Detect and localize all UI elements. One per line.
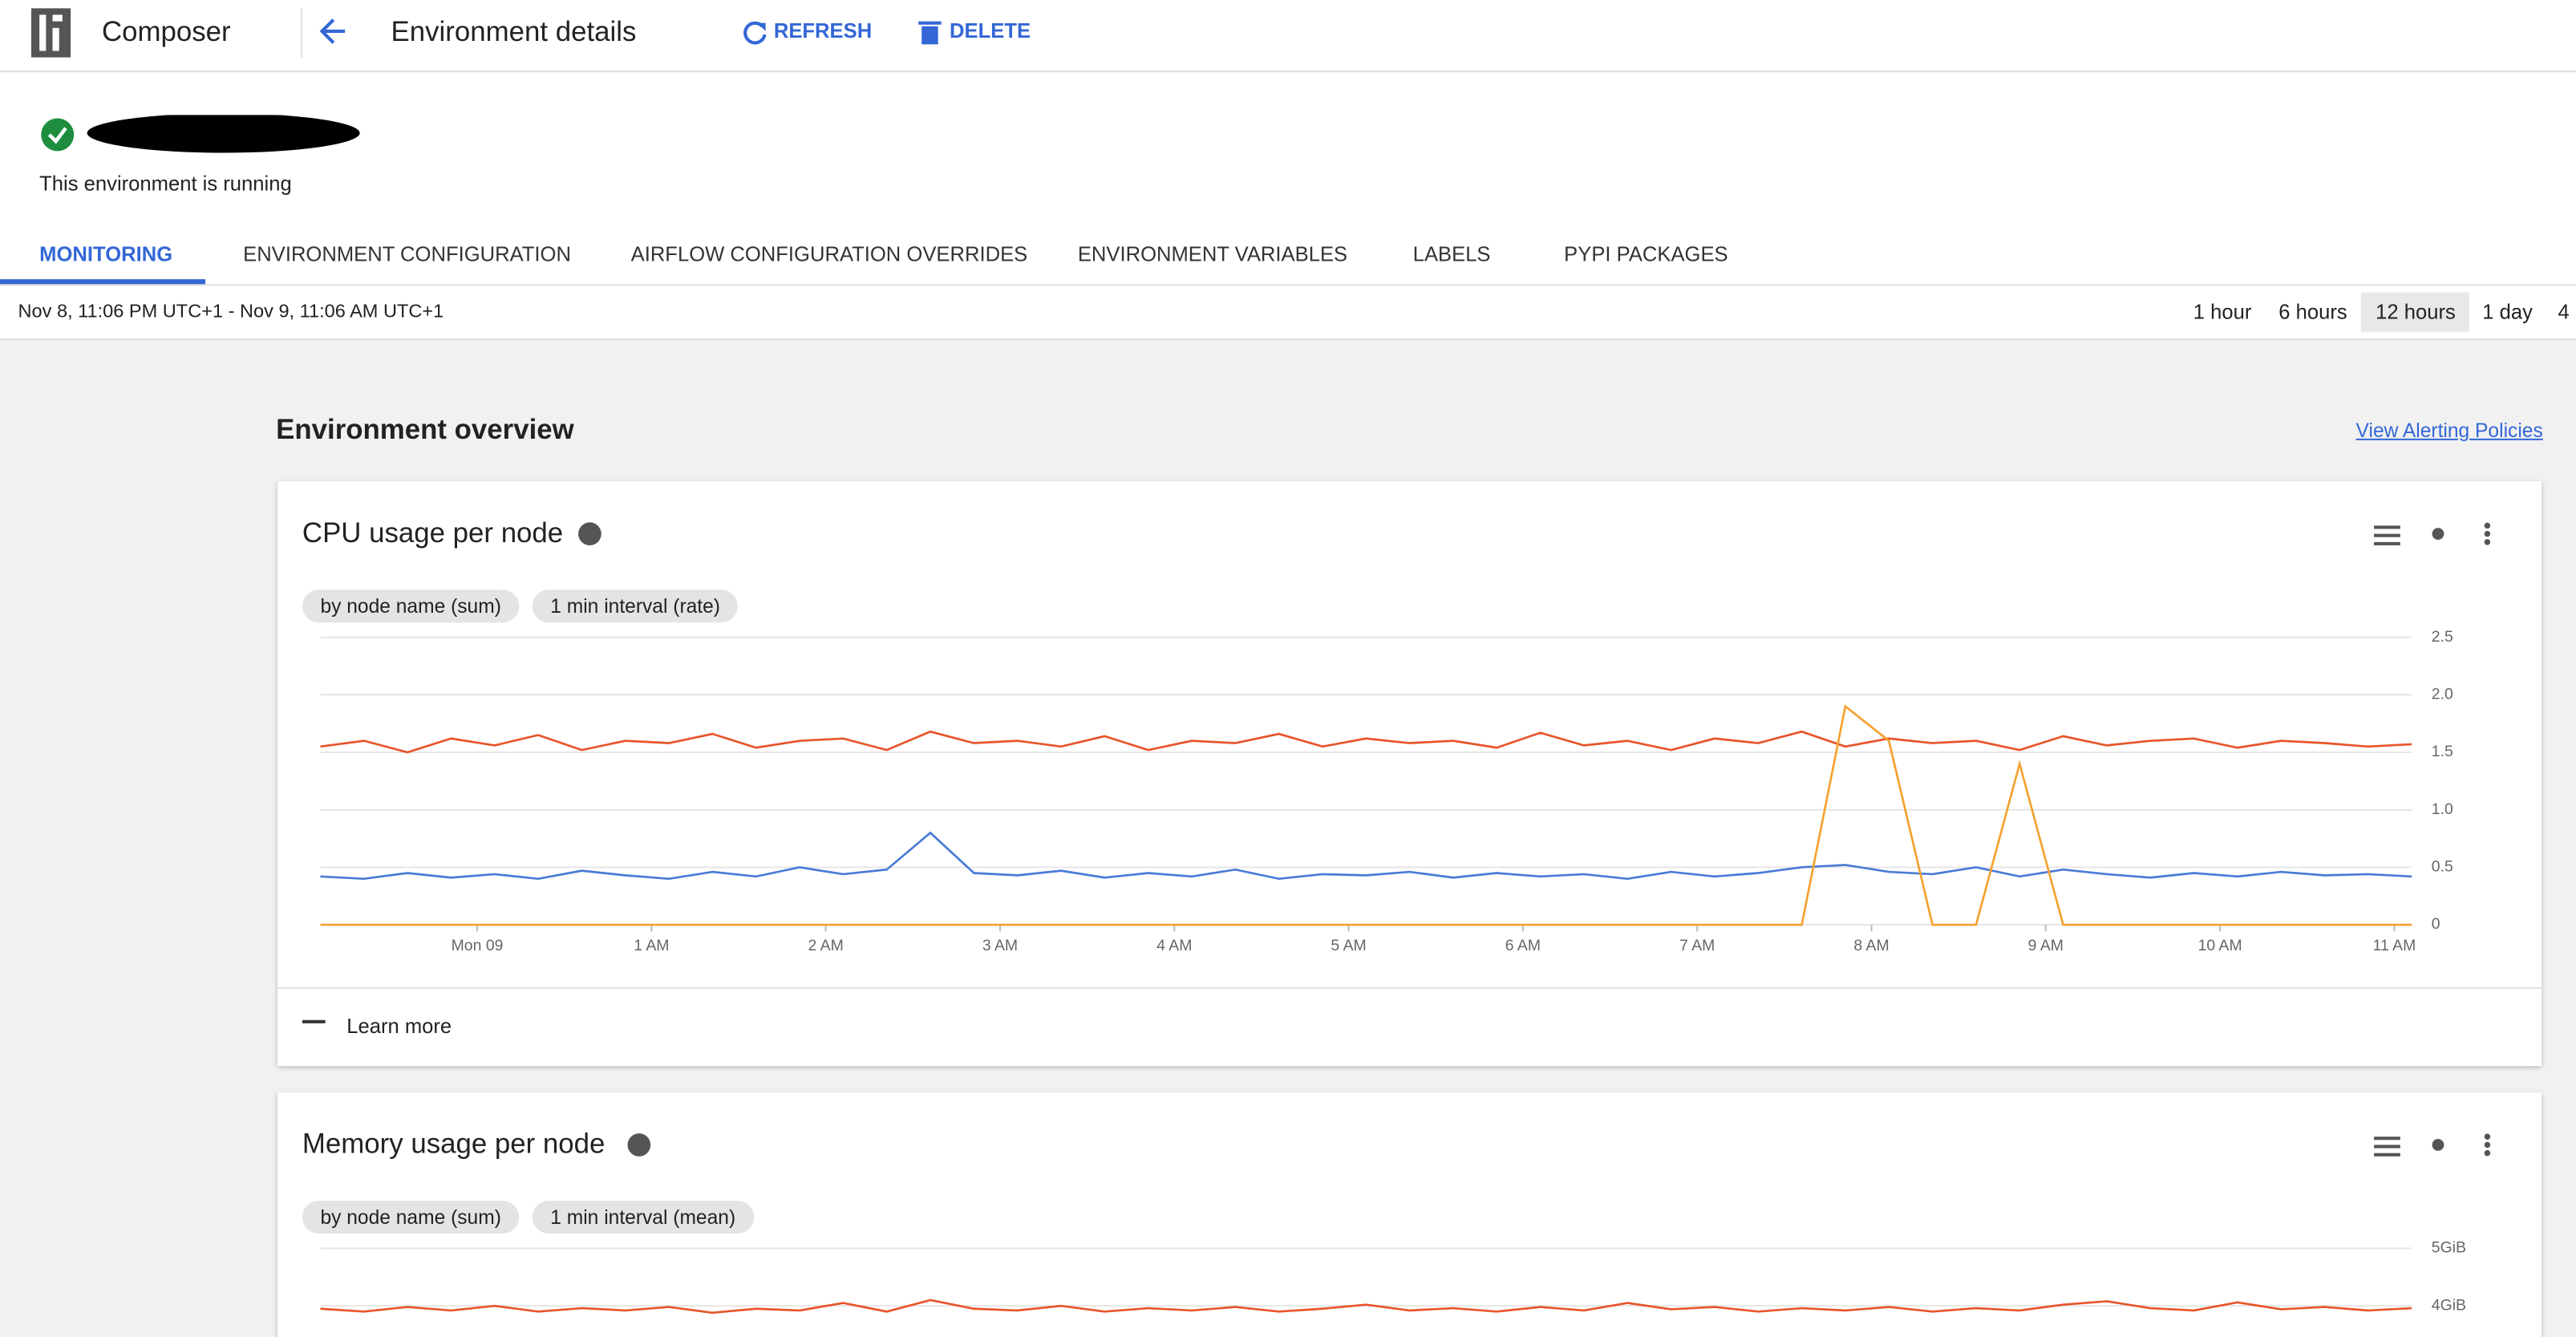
y-tick-label: 2.0 bbox=[2432, 685, 2453, 703]
divider bbox=[0, 338, 2576, 340]
y-tick-label: 0 bbox=[2432, 915, 2440, 933]
divider bbox=[300, 8, 302, 58]
status-icon bbox=[41, 115, 360, 153]
divider bbox=[277, 987, 2542, 989]
back-button[interactable] bbox=[317, 14, 350, 47]
divider bbox=[0, 71, 2576, 73]
chip[interactable]: 1 min interval (mean) bbox=[532, 1201, 754, 1234]
tab-indicator bbox=[0, 279, 206, 285]
help-icon bbox=[578, 522, 601, 545]
tab[interactable]: MONITORING bbox=[39, 243, 173, 266]
time-option[interactable]: 12 hours bbox=[2376, 300, 2456, 324]
y-tick-label: 4GiB bbox=[2432, 1296, 2466, 1314]
y-tick-label: 5GiB bbox=[2432, 1239, 2466, 1257]
time-option[interactable]: 6 hours bbox=[2278, 300, 2347, 324]
help-icon bbox=[627, 1133, 651, 1157]
y-tick-label: 1.0 bbox=[2432, 800, 2453, 818]
time-option[interactable]: 4 bbox=[2558, 300, 2570, 324]
x-tick-label: 8 AM bbox=[1853, 937, 1889, 954]
delete-icon bbox=[918, 21, 942, 45]
chart-card bbox=[277, 481, 2542, 1067]
x-tick-label: 6 AM bbox=[1505, 937, 1541, 954]
refresh-button[interactable]: REFRESH bbox=[773, 19, 873, 43]
x-tick-label: 7 AM bbox=[1679, 937, 1715, 954]
page-title: Environment details bbox=[391, 16, 637, 48]
x-tick-label: 9 AM bbox=[2028, 937, 2064, 954]
time-range: Nov 8, 11:06 PM UTC+1 - Nov 9, 11:06 AM … bbox=[18, 302, 444, 322]
y-tick-label: 1.5 bbox=[2432, 743, 2453, 760]
chart-toolbar[interactable] bbox=[2374, 1132, 2505, 1158]
x-tick-label: 2 AM bbox=[808, 937, 844, 954]
x-tick-label: 4 AM bbox=[1156, 937, 1192, 954]
delete-button[interactable]: DELETE bbox=[950, 19, 1031, 43]
chart: 0 0.5 1.0 1.5 2.0 2.5 Mon 09 1 AM 2 AM 3 AM 4 AM 5 … bbox=[320, 628, 2453, 954]
learn-more[interactable]: Learn more bbox=[346, 1015, 452, 1039]
chip[interactable]: by node name (sum) bbox=[302, 589, 520, 623]
tab[interactable]: AIRFLOW CONFIGURATION OVERRIDES bbox=[630, 243, 1028, 266]
time-option[interactable]: 1 day bbox=[2482, 300, 2533, 324]
tab[interactable]: ENVIRONMENT VARIABLES bbox=[1077, 243, 1348, 266]
app-name: Composer bbox=[102, 16, 231, 48]
x-tick-label: 1 AM bbox=[634, 937, 669, 954]
tab[interactable]: PYPI PACKAGES bbox=[1564, 243, 1728, 266]
chart-toolbar[interactable] bbox=[2374, 521, 2505, 547]
alerting-link[interactable]: View Alerting Policies bbox=[2355, 419, 2543, 442]
chart-title: CPU usage per node bbox=[302, 517, 564, 549]
logo bbox=[30, 8, 71, 58]
x-tick-label: 3 AM bbox=[982, 937, 1018, 954]
header-area bbox=[0, 0, 2576, 338]
arrow-icon bbox=[302, 1010, 329, 1034]
x-tick-label: 10 AM bbox=[2198, 937, 2242, 954]
status-text: This environment is running bbox=[39, 172, 292, 196]
y-tick-label: 2.5 bbox=[2432, 628, 2453, 646]
refresh-icon bbox=[743, 21, 767, 45]
x-tick-label: Mon 09 bbox=[452, 937, 504, 954]
divider bbox=[0, 284, 2576, 286]
series-line bbox=[320, 730, 2412, 754]
chart-title: Memory usage per node bbox=[302, 1128, 606, 1160]
tab[interactable]: ENVIRONMENT CONFIGURATION bbox=[243, 243, 571, 266]
chip[interactable]: by node name (sum) bbox=[302, 1201, 520, 1234]
chart: 5GiB 4GiB bbox=[320, 1239, 2466, 1315]
series-line bbox=[320, 704, 2412, 926]
x-tick-label: 5 AM bbox=[1331, 937, 1366, 954]
chip[interactable]: 1 min interval (rate) bbox=[532, 589, 739, 623]
series-line bbox=[320, 1299, 2412, 1315]
x-tick-label: 11 AM bbox=[2373, 937, 2416, 954]
series-line bbox=[320, 831, 2412, 881]
selected-bg bbox=[2360, 292, 2469, 332]
time-option[interactable]: 1 hour bbox=[2193, 300, 2252, 324]
section-title: Environment overview bbox=[276, 414, 574, 446]
y-tick-label: 0.5 bbox=[2432, 857, 2453, 875]
tab[interactable]: LABELS bbox=[1412, 243, 1491, 266]
